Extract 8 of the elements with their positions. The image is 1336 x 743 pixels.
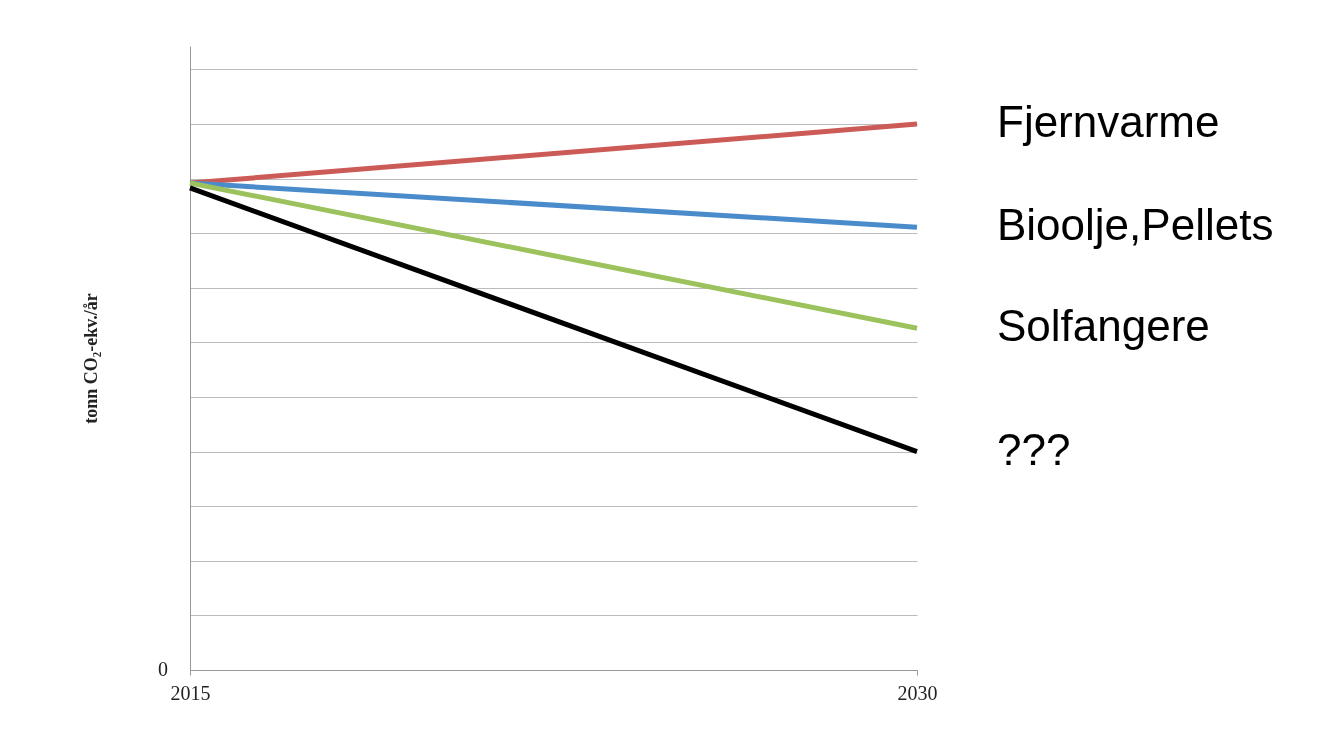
- series-label: ???: [997, 424, 1071, 474]
- text: 0: [158, 658, 168, 680]
- x-tick-label: 2015: [170, 681, 211, 704]
- series-label: Fjernvarme: [997, 97, 1220, 147]
- series-label: Solfangere: [997, 301, 1210, 351]
- y-axis-title: tonn CO₂-ekv./år: [80, 293, 101, 424]
- series-label: Bioolje,Pellets: [997, 200, 1274, 250]
- x-tick-label: 2030: [897, 681, 938, 704]
